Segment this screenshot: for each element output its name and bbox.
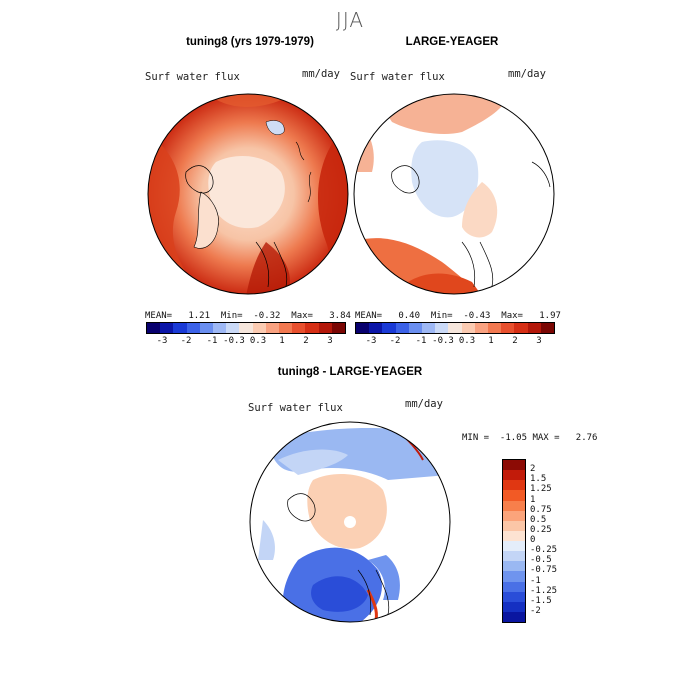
- left-panel-title: tuning8 (yrs 1979-1979): [186, 36, 314, 48]
- colorbar-segment: [213, 323, 227, 333]
- colorbar-segment: [239, 323, 253, 333]
- left-polar-map: [147, 93, 349, 295]
- right-variable-label: Surf water flux: [350, 71, 445, 83]
- diff-units-label: mm/day: [405, 398, 443, 410]
- colorbar-segment: [514, 323, 528, 333]
- colorbar-tick-label: -1.25: [530, 585, 558, 596]
- colorbar-segment: [199, 323, 214, 333]
- colorbar-tick-label: 0.5: [530, 514, 547, 525]
- colorbar-segment: [408, 323, 423, 333]
- left-colorbar: [146, 322, 346, 334]
- colorbar-segment: [369, 323, 383, 333]
- colorbar-tick-label: 2: [530, 464, 536, 475]
- colorbar-segment: [503, 561, 525, 572]
- right-polar-map: [353, 93, 555, 295]
- colorbar-segment: [305, 323, 319, 333]
- colorbar-tick-label: 3: [536, 336, 542, 346]
- colorbar-segment: [461, 323, 475, 333]
- right-panel-title: LARGE-YEAGER: [405, 36, 499, 48]
- colorbar-tick-label: -0.25: [530, 545, 558, 556]
- colorbar-segment: [503, 571, 525, 582]
- colorbar-segment: [395, 323, 409, 333]
- figure-title: JJA: [335, 8, 365, 32]
- colorbar-tick-label: -0.3: [432, 336, 454, 346]
- colorbar-segment: [292, 323, 306, 333]
- colorbar-segment: [503, 490, 525, 501]
- colorbar-segment: [382, 323, 396, 333]
- colorbar-segment: [147, 323, 161, 333]
- colorbar-segment: [488, 323, 502, 333]
- colorbar-tick-label: -2: [530, 605, 541, 616]
- colorbar-tick-label: -0.5: [530, 555, 552, 566]
- colorbar-tick-label: -0.75: [530, 565, 558, 576]
- colorbar-segment: [503, 500, 525, 511]
- colorbar-segment: [503, 530, 525, 541]
- colorbar-tick-label: 1: [530, 494, 536, 505]
- colorbar-segment: [540, 323, 555, 333]
- colorbar-segment: [503, 601, 525, 612]
- colorbar-segment: [252, 323, 266, 333]
- colorbar-tick-label: 1.25: [530, 484, 552, 495]
- right-stats: MEAN= 0.40 Min= -0.43 Max= 1.97: [355, 311, 561, 321]
- colorbar-tick-label: 0.3: [249, 336, 267, 346]
- colorbar-segment: [186, 323, 200, 333]
- diff-colorbar-ticks: 2 1.5 1.25 1 0.75 0.5 0.25 0 -0.25 -0.5 -0.75 -1 -1.…: [530, 459, 580, 621]
- colorbar-segment: [503, 611, 525, 622]
- colorbar-segment: [422, 323, 436, 333]
- diff-panel-title: tuning8 - LARGE-YEAGER: [277, 366, 423, 378]
- colorbar-tick-label: 0.3: [458, 336, 476, 346]
- colorbar-tick-label: 1: [488, 336, 494, 346]
- colorbar-segment: [474, 323, 489, 333]
- diff-stats: MIN = -1.05 MAX = 2.76: [462, 433, 598, 443]
- colorbar-segment: [279, 323, 293, 333]
- colorbar-segment: [160, 323, 174, 333]
- colorbar-tick-label: -1: [206, 336, 218, 346]
- colorbar-segment: [503, 510, 525, 521]
- colorbar-tick-label: 0.75: [530, 504, 552, 515]
- colorbar-tick-label: -1: [530, 575, 541, 586]
- colorbar-tick-label: 1: [279, 336, 285, 346]
- colorbar-tick-label: -2: [389, 336, 401, 346]
- colorbar-tick-label: -3: [156, 336, 168, 346]
- colorbar-segment: [503, 581, 525, 592]
- colorbar-tick-label: 3: [327, 336, 333, 346]
- right-colorbar-ticks: -3 -2 -1 -0.3 0.3 1 2 3: [355, 336, 555, 348]
- colorbar-segment: [503, 541, 525, 552]
- colorbar-tick-label: -1: [415, 336, 427, 346]
- colorbar-segment: [503, 551, 525, 562]
- colorbar-tick-label: 2: [303, 336, 309, 346]
- colorbar-tick-label: -3: [365, 336, 377, 346]
- colorbar-segment: [435, 323, 449, 333]
- left-units-label: mm/day: [302, 68, 340, 80]
- left-stats: MEAN= 1.21 Min= -0.32 Max= 3.84: [145, 311, 351, 321]
- colorbar-segment: [448, 323, 462, 333]
- colorbar-segment: [503, 520, 525, 531]
- diff-colorbar: [502, 459, 526, 623]
- left-colorbar-ticks: -3 -2 -1 -0.3 0.3 1 2 3: [146, 336, 346, 348]
- right-units-label: mm/day: [508, 68, 546, 80]
- colorbar-tick-label: 0.25: [530, 524, 552, 535]
- colorbar-segment: [318, 323, 332, 333]
- colorbar-segment: [331, 323, 346, 333]
- colorbar-segment: [226, 323, 240, 333]
- colorbar-tick-label: 2: [512, 336, 518, 346]
- left-variable-label: Surf water flux: [145, 71, 240, 83]
- colorbar-segment: [503, 470, 525, 481]
- colorbar-tick-label: -0.3: [223, 336, 245, 346]
- diff-variable-label: Surf water flux: [248, 402, 343, 414]
- colorbar-segment: [503, 460, 525, 471]
- colorbar-segment: [527, 323, 541, 333]
- diff-polar-map: [249, 421, 451, 623]
- colorbar-segment: [173, 323, 187, 333]
- colorbar-tick-label: 0: [530, 535, 536, 545]
- colorbar-segment: [501, 323, 515, 333]
- colorbar-segment: [503, 591, 525, 602]
- colorbar-tick-label: 1.5: [530, 474, 547, 485]
- colorbar-tick-label: -2: [180, 336, 192, 346]
- colorbar-segment: [356, 323, 370, 333]
- colorbar-segment: [503, 480, 525, 491]
- colorbar-tick-label: -1.5: [530, 595, 552, 606]
- colorbar-segment: [265, 323, 280, 333]
- right-colorbar: [355, 322, 555, 334]
